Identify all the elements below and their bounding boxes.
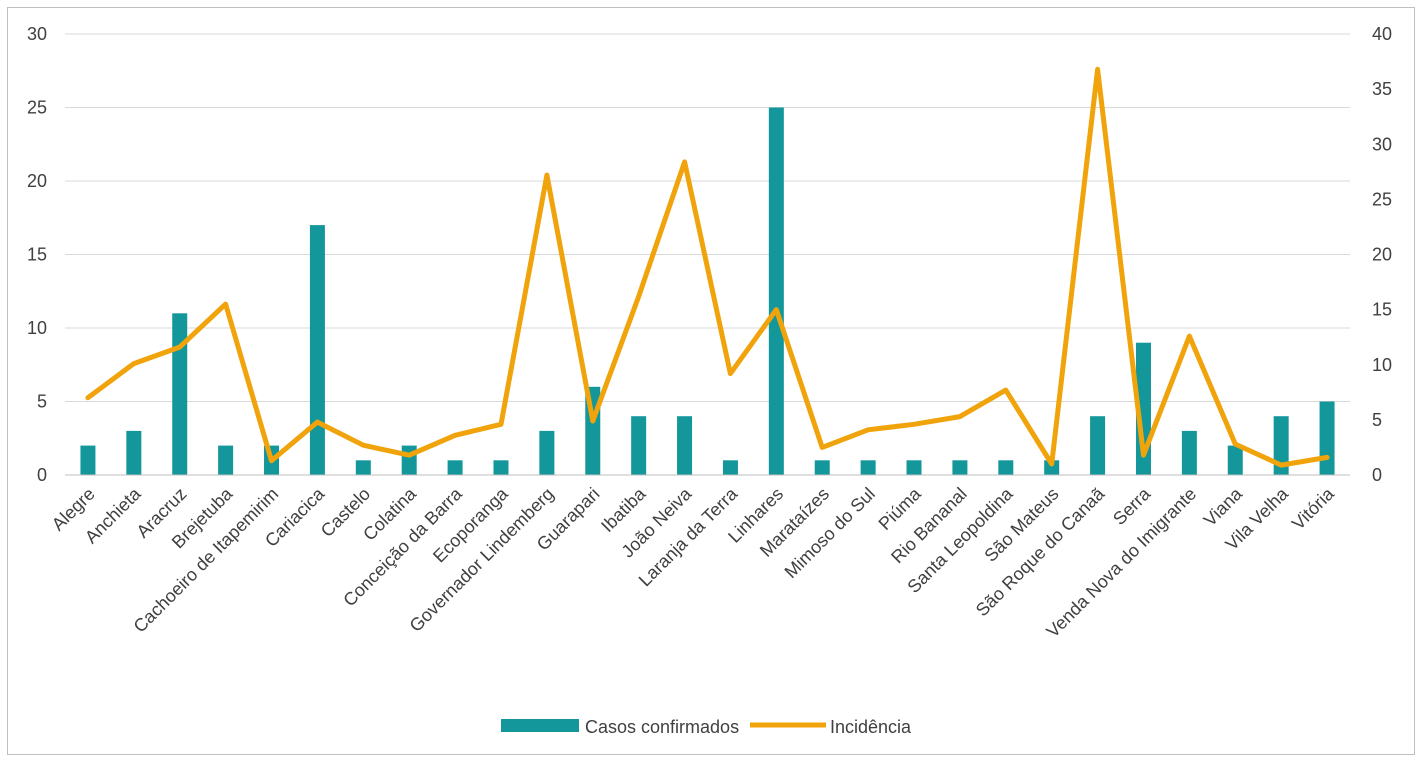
bar-casos-confirmados — [998, 460, 1014, 475]
bar-casos-confirmados — [172, 313, 188, 475]
bar-casos-confirmados — [539, 430, 555, 475]
y-right-tick-label: 40 — [1372, 24, 1392, 44]
bar-layer — [80, 107, 1335, 475]
y-left-tick-label: 10 — [27, 318, 47, 338]
bar-casos-confirmados — [1044, 460, 1060, 475]
legend-swatch-bar — [501, 719, 579, 732]
bar-casos-confirmados — [631, 416, 647, 475]
y-right-tick-label: 30 — [1372, 134, 1392, 154]
y-right-tick-label: 20 — [1372, 245, 1392, 265]
bar-casos-confirmados — [906, 460, 922, 475]
bar-casos-confirmados — [401, 445, 417, 475]
bar-casos-confirmados — [355, 460, 371, 475]
y-left-tick-label: 30 — [27, 24, 47, 44]
y-left-tick-label: 15 — [27, 245, 47, 265]
y-right-tick-label: 25 — [1372, 189, 1392, 209]
x-tick-label: Vitória — [1288, 483, 1339, 534]
bar-casos-confirmados — [1273, 416, 1289, 475]
bar-casos-confirmados — [447, 460, 463, 475]
y-right-tick-label: 0 — [1372, 465, 1382, 485]
legend-layer: Casos confirmados Incidência — [501, 717, 912, 737]
y-right-tick-label: 10 — [1372, 355, 1392, 375]
bar-casos-confirmados — [677, 416, 693, 475]
legend-label-casos: Casos confirmados — [585, 717, 739, 737]
bar-casos-confirmados — [768, 107, 784, 475]
bar-casos-confirmados — [126, 430, 142, 475]
y-right-tick-label: 15 — [1372, 300, 1392, 320]
line-incidencia — [85, 66, 1330, 468]
y-left-tick-label: 20 — [27, 171, 47, 191]
bar-casos-confirmados — [814, 460, 830, 475]
bar-casos-confirmados — [80, 445, 96, 475]
legend-label-incidencia: Incidência — [830, 717, 912, 737]
bar-casos-confirmados — [218, 445, 234, 475]
bar-casos-confirmados — [1319, 401, 1335, 475]
y-right-tick-label: 5 — [1372, 410, 1382, 430]
bar-casos-confirmados — [722, 460, 738, 475]
bar-casos-confirmados — [1181, 430, 1197, 475]
bar-casos-confirmados — [493, 460, 509, 475]
y-left-tick-label: 0 — [37, 465, 47, 485]
bar-casos-confirmados — [860, 460, 876, 475]
bar-casos-confirmados — [1090, 416, 1106, 475]
y-left-tick-label: 25 — [27, 98, 47, 118]
line-layer — [85, 66, 1330, 468]
y-right-tick-label: 35 — [1372, 79, 1392, 99]
y-left-tick-label: 5 — [37, 392, 47, 412]
bar-casos-confirmados — [309, 225, 325, 475]
chart-frame — [7, 7, 1415, 755]
bar-casos-confirmados — [952, 460, 968, 475]
bar-casos-confirmados — [1227, 445, 1243, 475]
